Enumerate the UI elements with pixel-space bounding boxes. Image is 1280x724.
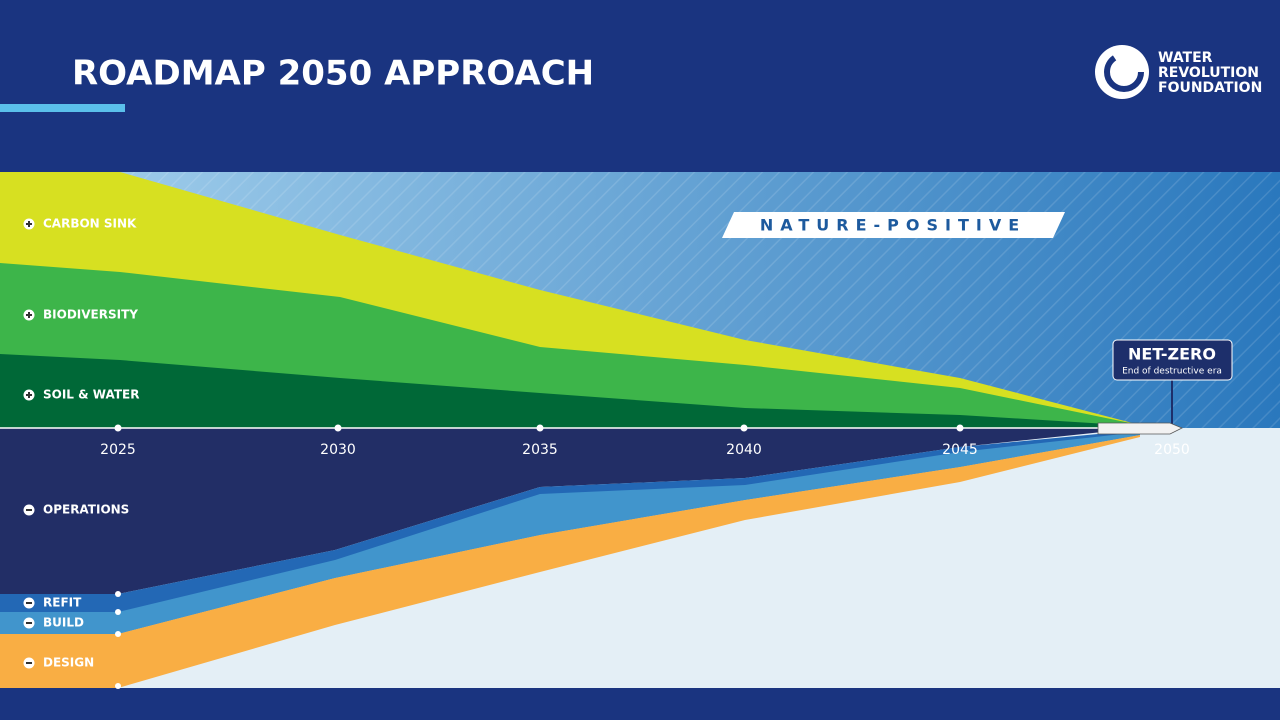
negative-labels: OPERATIONS REFIT BUILD DESIGN xyxy=(23,503,129,670)
timeline-dot xyxy=(114,424,122,432)
build-area xyxy=(0,432,1140,634)
icon-bar xyxy=(26,602,32,604)
dot xyxy=(115,631,121,637)
milestone-title: NET-ZERO xyxy=(1128,345,1216,364)
icon-bar xyxy=(28,312,30,318)
icon-bar xyxy=(28,392,30,398)
design-area xyxy=(0,435,1140,688)
dot xyxy=(115,609,121,615)
header-bg xyxy=(0,0,1280,172)
dot xyxy=(115,683,121,689)
category-label: CARBON SINK xyxy=(43,217,137,231)
dot xyxy=(115,591,121,597)
icon-bar xyxy=(26,622,32,624)
year-label: 2040 xyxy=(726,442,762,458)
footer-bg xyxy=(0,688,1280,720)
milestone-box xyxy=(1112,339,1233,381)
ship-icon xyxy=(1097,422,1183,435)
logo-text: WATER xyxy=(1158,50,1213,66)
category-label: SOIL & WATER xyxy=(43,388,139,402)
year-label: 2025 xyxy=(100,442,136,458)
year-label: 2045 xyxy=(942,442,978,458)
timeline-dot xyxy=(334,424,342,432)
icon-bar xyxy=(26,662,32,664)
timeline-dot xyxy=(536,424,544,432)
year-label: 2035 xyxy=(522,442,558,458)
accent-bar xyxy=(0,104,125,112)
logo: WATER REVOLUTION FOUNDATION xyxy=(1095,45,1262,99)
logo-text: REVOLUTION xyxy=(1158,65,1259,81)
category-label: BUILD xyxy=(43,616,84,630)
banner: NATURE-POSITIVE xyxy=(760,216,1026,235)
milestone-subtitle: End of destructive era xyxy=(1122,367,1222,377)
icon-bar xyxy=(28,221,30,227)
title: ROADMAP 2050 APPROACH xyxy=(72,54,594,94)
icon-bar xyxy=(26,509,32,511)
banner-bg xyxy=(722,212,1065,238)
year-label: 2050 xyxy=(1154,442,1190,458)
logo-text: FOUNDATION xyxy=(1158,80,1262,96)
positive-labels: CARBON SINK BIODIVERSITY SOIL & WATER xyxy=(23,217,139,402)
timeline: 2025 2030 2035 2040 2045 2050 xyxy=(100,424,1190,458)
category-label: DESIGN xyxy=(43,656,94,670)
operations-area xyxy=(0,428,1140,594)
year-label: 2030 xyxy=(320,442,356,458)
timeline-dot xyxy=(740,424,748,432)
logo-wave xyxy=(1104,52,1144,92)
timeline-dot xyxy=(956,424,964,432)
category-label: OPERATIONS xyxy=(43,503,129,517)
category-label: REFIT xyxy=(43,596,82,610)
soil-water-area xyxy=(0,354,1140,428)
category-label: BIODIVERSITY xyxy=(43,308,138,322)
left-dots xyxy=(115,591,121,689)
